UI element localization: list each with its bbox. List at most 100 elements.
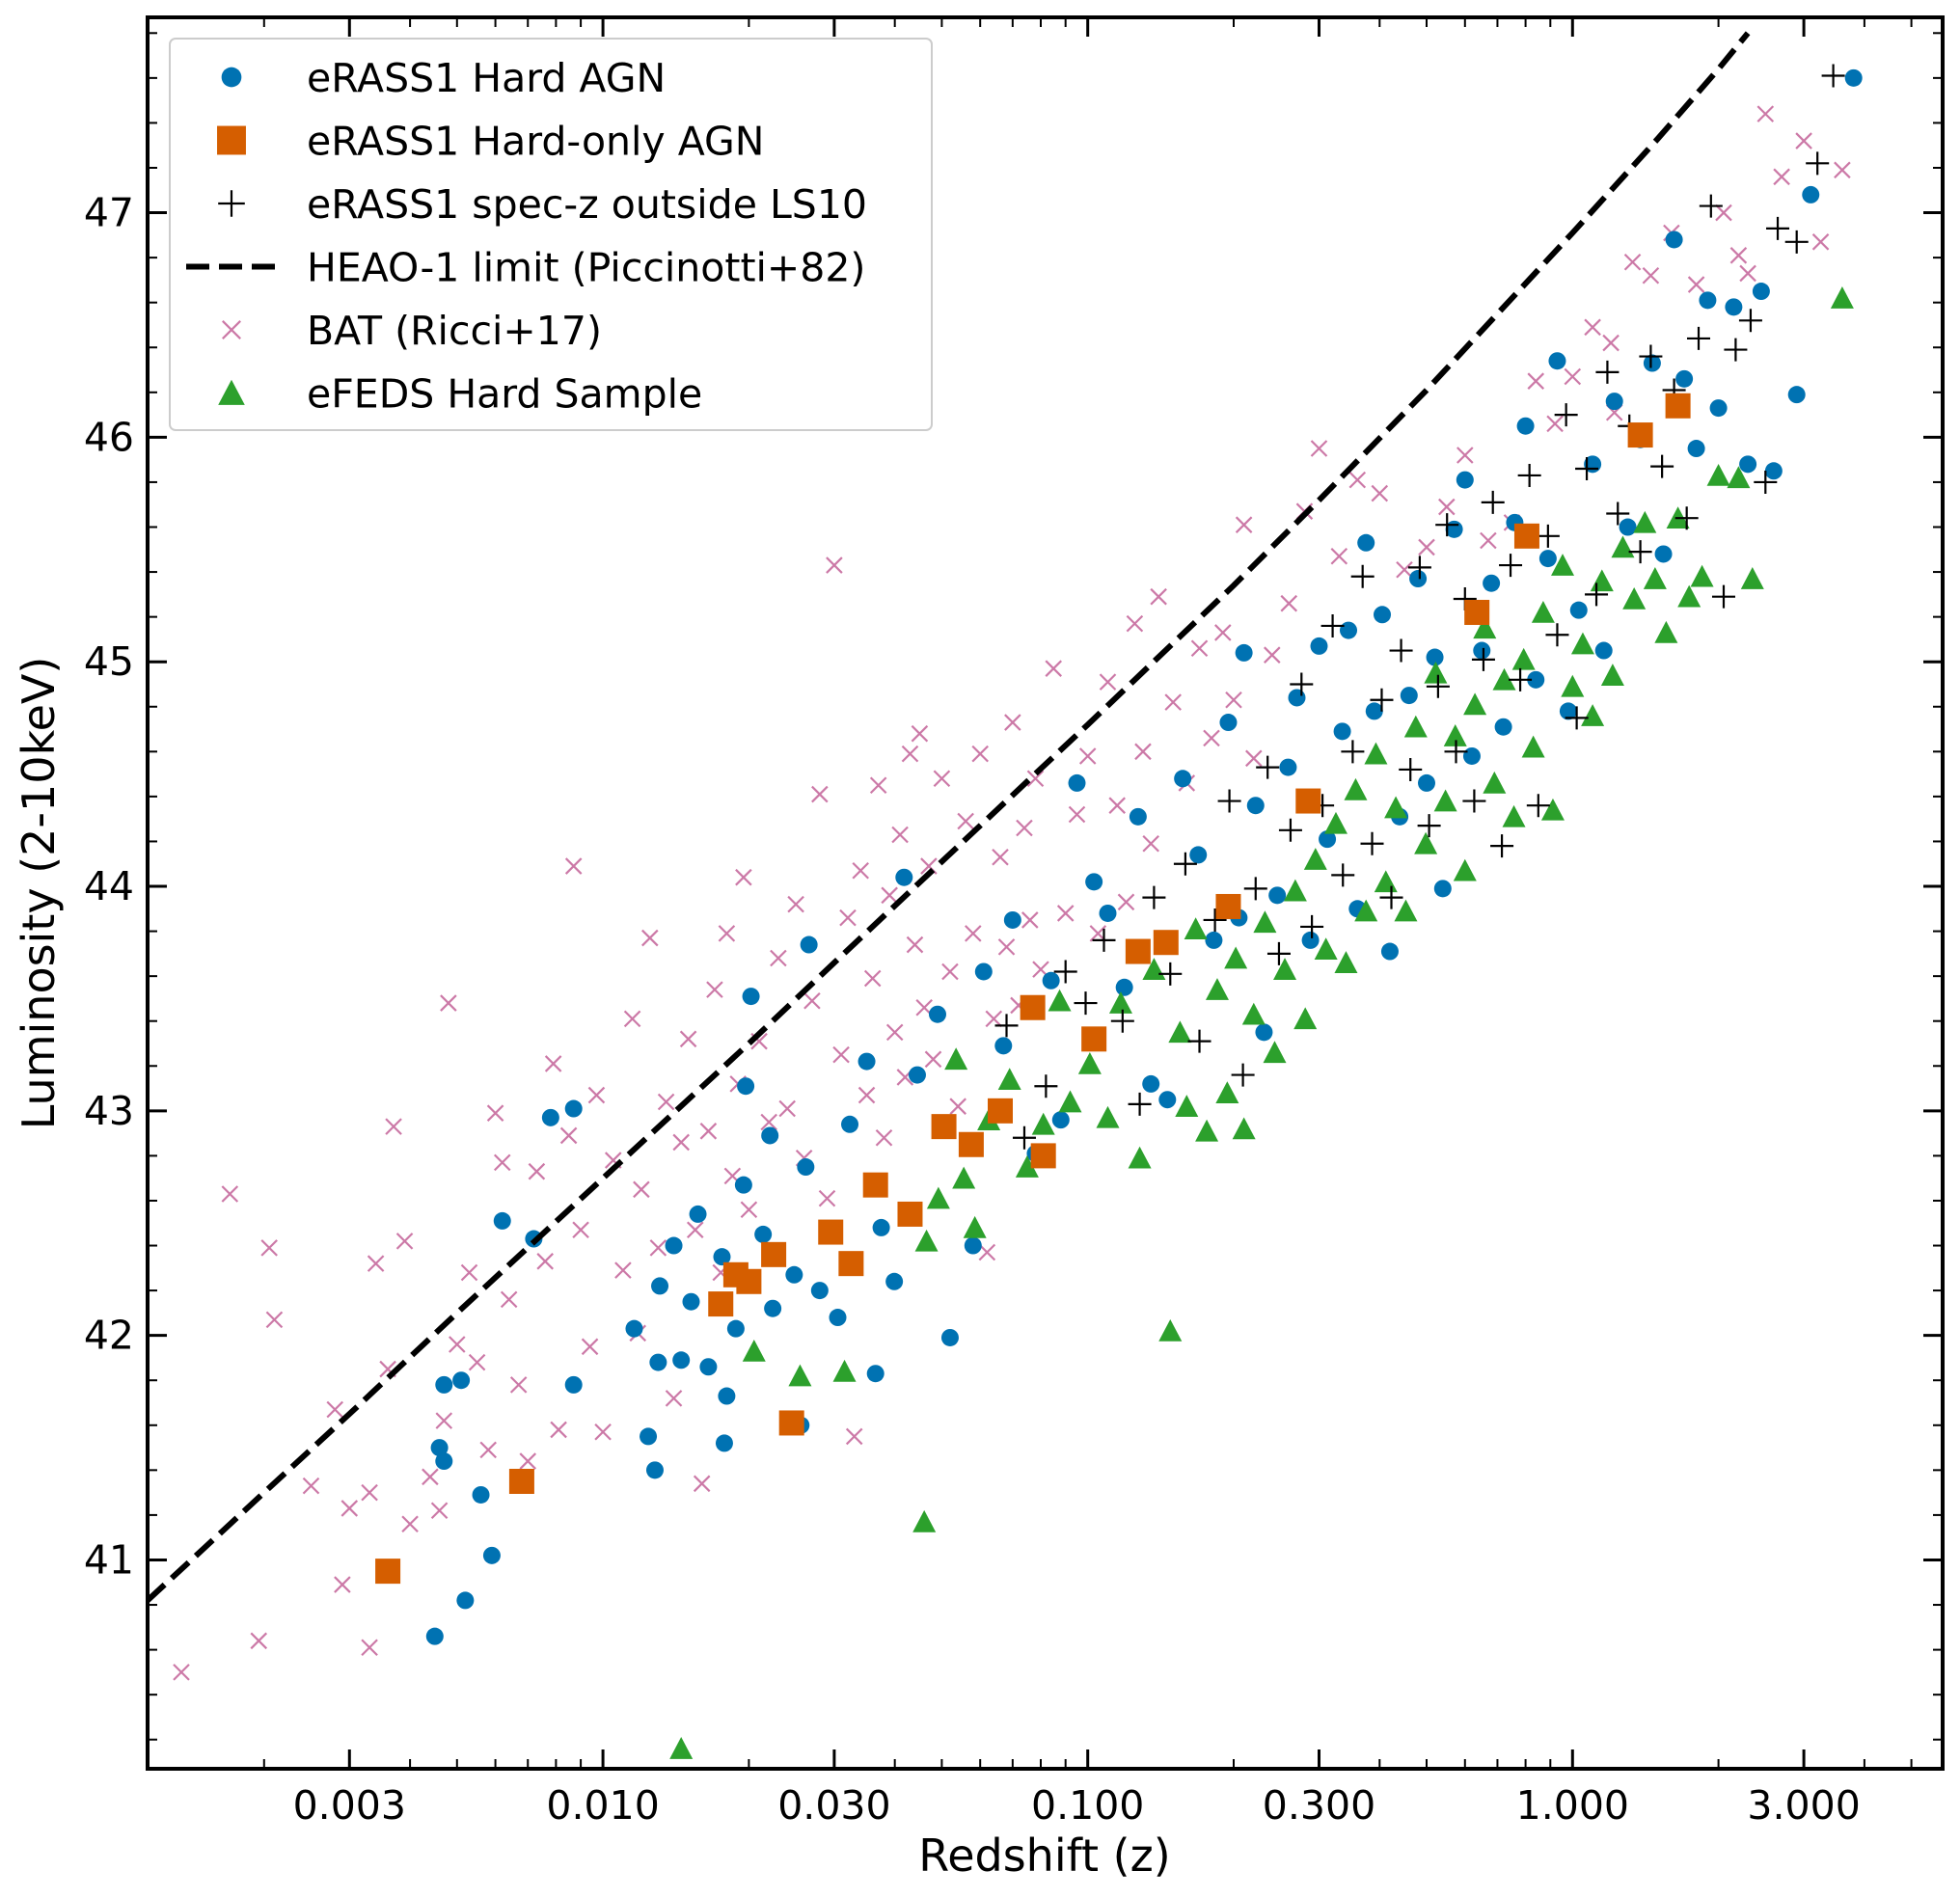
data-point [541, 1108, 559, 1126]
legend-label: eRASS1 spec-z outside LS10 [307, 181, 867, 228]
data-point [718, 925, 736, 942]
data-point [1795, 132, 1812, 149]
data-point [1396, 560, 1413, 579]
data-point [1513, 523, 1539, 549]
data-point [1128, 1146, 1152, 1169]
data-point [1300, 914, 1324, 938]
data-point [260, 1239, 278, 1257]
data-point [1619, 518, 1637, 536]
data-point [1142, 835, 1159, 853]
data-point [992, 848, 1009, 866]
x-tick-label: 0.010 [546, 1782, 659, 1829]
legend-label: HEAO-1 limit (Piccinotti+82) [307, 245, 865, 291]
data-point [911, 724, 929, 743]
data-point [1435, 513, 1459, 537]
data-point [1480, 531, 1497, 550]
data-point [926, 1186, 950, 1209]
legend-marker [218, 190, 245, 217]
data-point [1273, 958, 1297, 980]
legend-label: BAT (Ricci+17) [307, 308, 602, 354]
data-point [1606, 502, 1630, 526]
data-point [1333, 722, 1351, 741]
data-point [1456, 447, 1474, 464]
data-point [1301, 931, 1320, 949]
data-point [1310, 637, 1328, 655]
data-point [718, 1387, 736, 1405]
data-point [1134, 743, 1152, 761]
data-point [1473, 616, 1497, 639]
data-point [449, 1336, 466, 1353]
data-point [1417, 814, 1441, 838]
data-point [1389, 638, 1413, 663]
data-point [1092, 928, 1116, 952]
data-point [810, 1282, 829, 1300]
data-point [737, 1077, 755, 1096]
data-point [818, 1219, 844, 1245]
data-point [1295, 788, 1321, 814]
data-point [649, 1239, 667, 1257]
data-point [1108, 991, 1132, 1014]
data-point [1585, 583, 1609, 607]
data-point [862, 1172, 888, 1198]
x-tick-label: 3.000 [1747, 1782, 1860, 1829]
data-point [1323, 811, 1348, 834]
data-point [797, 1158, 815, 1177]
data-point [1068, 773, 1086, 792]
data-point [1414, 831, 1438, 854]
data-point [778, 1099, 796, 1118]
data-point [1627, 422, 1653, 448]
data-point [839, 908, 857, 927]
data-point [493, 1153, 511, 1172]
data-point [435, 1452, 453, 1471]
data-point [1085, 873, 1103, 891]
x-tick-label: 0.003 [293, 1782, 406, 1829]
data-point [1241, 1002, 1266, 1025]
data-point [1545, 623, 1569, 647]
data-point [1031, 1112, 1055, 1135]
data-point [1400, 687, 1418, 705]
data-point [651, 1277, 669, 1295]
data-point [435, 1412, 453, 1429]
data-point [1357, 533, 1375, 552]
data-point [699, 1358, 718, 1376]
data-point [1628, 540, 1652, 564]
data-point [949, 1098, 966, 1115]
data-point [564, 1375, 583, 1394]
data-point [740, 1201, 758, 1219]
data-point [845, 1427, 863, 1446]
data-point [536, 1253, 554, 1270]
data-point [1740, 567, 1764, 589]
data-point [1687, 440, 1705, 458]
x-tick-label: 0.100 [1031, 1782, 1144, 1829]
data-point [1158, 1091, 1177, 1109]
data-point [1042, 971, 1060, 990]
data-point [788, 1364, 812, 1387]
data-point [1394, 899, 1418, 922]
y-tick-label: 47 [84, 190, 134, 236]
data-point [985, 1010, 1003, 1028]
data-point [785, 1265, 803, 1284]
data-point [401, 1515, 419, 1533]
data-point [963, 1215, 987, 1238]
data-point [1224, 946, 1248, 969]
data-point [1499, 554, 1523, 578]
data-point [587, 1086, 606, 1104]
data-point [460, 1263, 478, 1282]
data-point [1492, 667, 1516, 691]
data-point [713, 1248, 731, 1266]
data-point [1511, 647, 1536, 670]
data-point [1379, 885, 1403, 909]
data-point [952, 1166, 976, 1189]
data-point [1190, 639, 1209, 658]
data-point [1348, 471, 1367, 489]
legend-marker [217, 125, 246, 155]
data-point [1729, 247, 1748, 264]
data-point [924, 1050, 942, 1069]
data-point [787, 895, 804, 913]
data-point [1821, 64, 1845, 88]
data-point [1687, 276, 1705, 293]
data-point [1699, 291, 1717, 310]
data-point [1115, 978, 1133, 996]
data-point [1453, 858, 1477, 881]
data-point [1463, 692, 1487, 716]
